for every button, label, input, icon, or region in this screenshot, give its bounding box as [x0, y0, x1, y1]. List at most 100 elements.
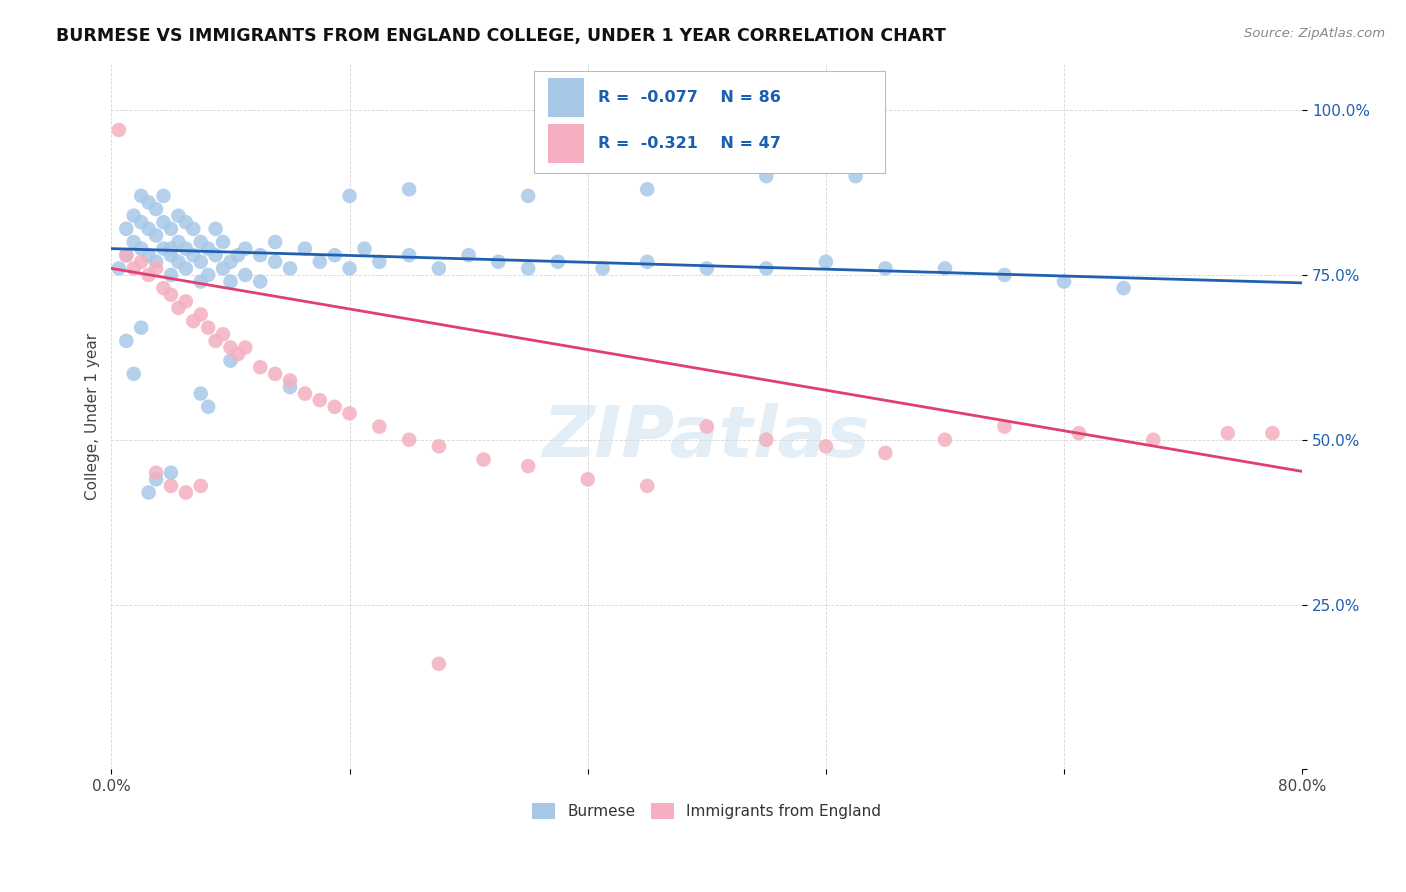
Text: R =  -0.321    N = 47: R = -0.321 N = 47 [599, 136, 782, 152]
Point [152, 215, 174, 229]
Point [814, 439, 837, 453]
Point [181, 248, 204, 262]
Point [197, 400, 219, 414]
Point [197, 242, 219, 256]
Point [181, 222, 204, 236]
Point [204, 334, 226, 348]
Point [212, 235, 235, 249]
Point [472, 452, 495, 467]
Point [427, 439, 450, 453]
Point [592, 261, 614, 276]
Point [129, 189, 152, 203]
Point [517, 189, 540, 203]
Legend: Burmese, Immigrants from England: Burmese, Immigrants from England [526, 797, 887, 825]
Point [226, 248, 249, 262]
Point [1261, 426, 1284, 441]
Point [1216, 426, 1239, 441]
Point [278, 380, 301, 394]
Point [755, 433, 778, 447]
Point [204, 248, 226, 262]
Point [339, 189, 361, 203]
Point [160, 248, 183, 262]
Point [212, 261, 235, 276]
Text: ZIPatlas: ZIPatlas [543, 403, 870, 473]
Point [219, 353, 242, 368]
Point [129, 254, 152, 268]
Point [1067, 426, 1090, 441]
Text: Source: ZipAtlas.com: Source: ZipAtlas.com [1244, 27, 1385, 40]
Point [993, 268, 1015, 282]
Point [294, 386, 316, 401]
Point [219, 341, 242, 355]
Point [696, 261, 718, 276]
Point [1112, 281, 1135, 295]
FancyBboxPatch shape [534, 71, 886, 173]
Point [457, 248, 479, 262]
Point [755, 261, 778, 276]
Point [264, 235, 287, 249]
Point [122, 367, 145, 381]
Point [323, 400, 346, 414]
Point [875, 261, 897, 276]
Text: R =  -0.077    N = 86: R = -0.077 N = 86 [599, 90, 782, 105]
Point [152, 281, 174, 295]
Point [138, 222, 160, 236]
Point [249, 360, 271, 375]
Point [160, 242, 183, 256]
Point [145, 261, 167, 276]
Point [167, 301, 190, 315]
Point [129, 242, 152, 256]
Point [278, 261, 301, 276]
Point [145, 254, 167, 268]
Point [934, 433, 956, 447]
Point [427, 261, 450, 276]
Point [517, 459, 540, 474]
Point [152, 189, 174, 203]
Point [308, 254, 330, 268]
Point [308, 393, 330, 408]
Point [249, 275, 271, 289]
Text: BURMESE VS IMMIGRANTS FROM ENGLAND COLLEGE, UNDER 1 YEAR CORRELATION CHART: BURMESE VS IMMIGRANTS FROM ENGLAND COLLE… [56, 27, 946, 45]
Point [122, 209, 145, 223]
Point [174, 215, 197, 229]
Point [190, 386, 212, 401]
Point [339, 261, 361, 276]
Point [145, 202, 167, 216]
Point [160, 268, 183, 282]
Point [174, 294, 197, 309]
Point [294, 242, 316, 256]
Point [934, 261, 956, 276]
Point [190, 254, 212, 268]
Point [174, 242, 197, 256]
Point [235, 341, 257, 355]
Bar [548, 124, 583, 163]
Point [398, 433, 420, 447]
Point [264, 254, 287, 268]
Point [108, 261, 131, 276]
Point [129, 320, 152, 334]
Point [398, 182, 420, 196]
Point [197, 268, 219, 282]
Point [197, 320, 219, 334]
Point [115, 334, 138, 348]
Point [486, 254, 509, 268]
Point [204, 222, 226, 236]
Point [129, 215, 152, 229]
Point [1142, 433, 1164, 447]
Point [145, 466, 167, 480]
Point [875, 446, 897, 460]
Point [219, 275, 242, 289]
Point [174, 485, 197, 500]
Point [226, 347, 249, 361]
Point [190, 308, 212, 322]
Point [576, 472, 599, 486]
Point [145, 472, 167, 486]
Point [115, 248, 138, 262]
Point [145, 228, 167, 243]
Point [249, 248, 271, 262]
Point [427, 657, 450, 671]
Point [160, 466, 183, 480]
Point [212, 327, 235, 342]
Point [235, 268, 257, 282]
Point [138, 485, 160, 500]
